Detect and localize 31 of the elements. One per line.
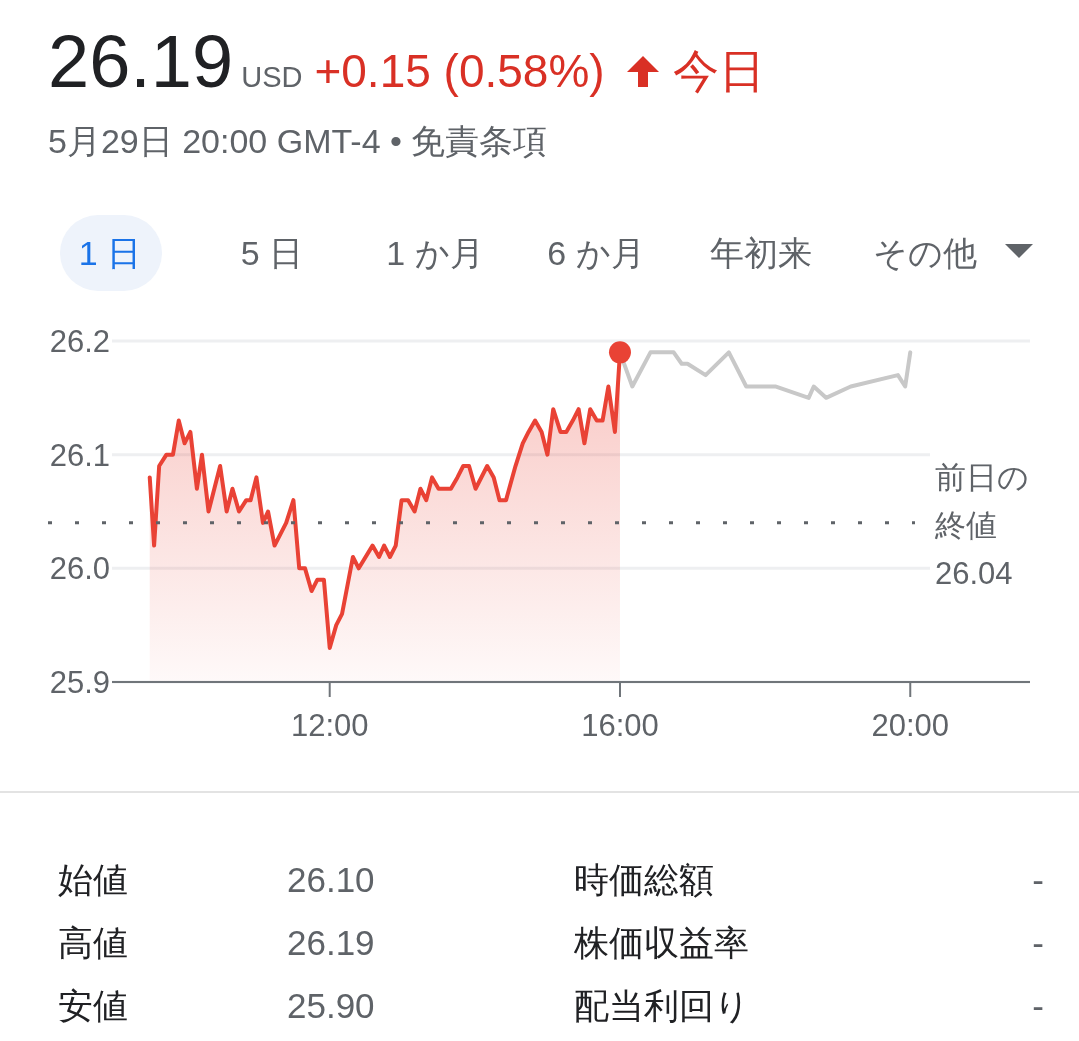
chart-subtitle: 5月29日 20:00 GMT-4 • 免責条項 bbox=[48, 121, 548, 161]
text: その他 bbox=[873, 233, 977, 273]
x-tick-label: 12:00 bbox=[290, 708, 369, 744]
y-tick-label: 26.2 bbox=[49, 324, 110, 360]
text: +0.15 (0.58%) bbox=[314, 44, 605, 98]
y-tick-label: 26.0 bbox=[49, 551, 110, 587]
text: - bbox=[1032, 985, 1044, 1027]
y-tick-label: 26.1 bbox=[49, 437, 110, 473]
text: USD bbox=[241, 61, 303, 94]
text: - bbox=[1032, 859, 1044, 901]
text: 今日 bbox=[672, 44, 765, 99]
text: 26.19 bbox=[287, 922, 375, 964]
y-tick-label: 25.9 bbox=[49, 665, 110, 701]
text: 1 日 bbox=[78, 233, 142, 273]
text: 株価収益率 bbox=[574, 922, 749, 964]
ref-line-label: 前日の終値 26.04 bbox=[930, 452, 1034, 602]
chart-title: 26.19 bbox=[48, 20, 234, 103]
text: 安値 bbox=[58, 985, 128, 1027]
text: 26.10 bbox=[287, 859, 375, 901]
text: 1 か月 bbox=[386, 233, 484, 273]
text: 高値 bbox=[58, 922, 128, 964]
text: 始値 bbox=[58, 859, 128, 901]
x-tick-label: 16:00 bbox=[581, 708, 659, 744]
text: 6 か月 bbox=[547, 233, 645, 273]
text: 年初来 bbox=[710, 233, 812, 273]
x-tick-label: 20:00 bbox=[871, 708, 950, 744]
text: - bbox=[1032, 922, 1044, 964]
text: 5 日 bbox=[240, 233, 304, 273]
text: 25.90 bbox=[287, 985, 375, 1027]
text: 時価総額 bbox=[574, 859, 714, 901]
text: 配当利回り bbox=[574, 985, 750, 1027]
